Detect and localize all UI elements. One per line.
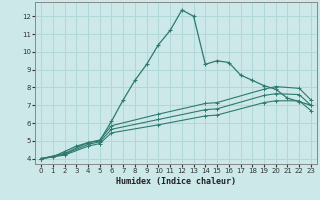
X-axis label: Humidex (Indice chaleur): Humidex (Indice chaleur): [116, 177, 236, 186]
